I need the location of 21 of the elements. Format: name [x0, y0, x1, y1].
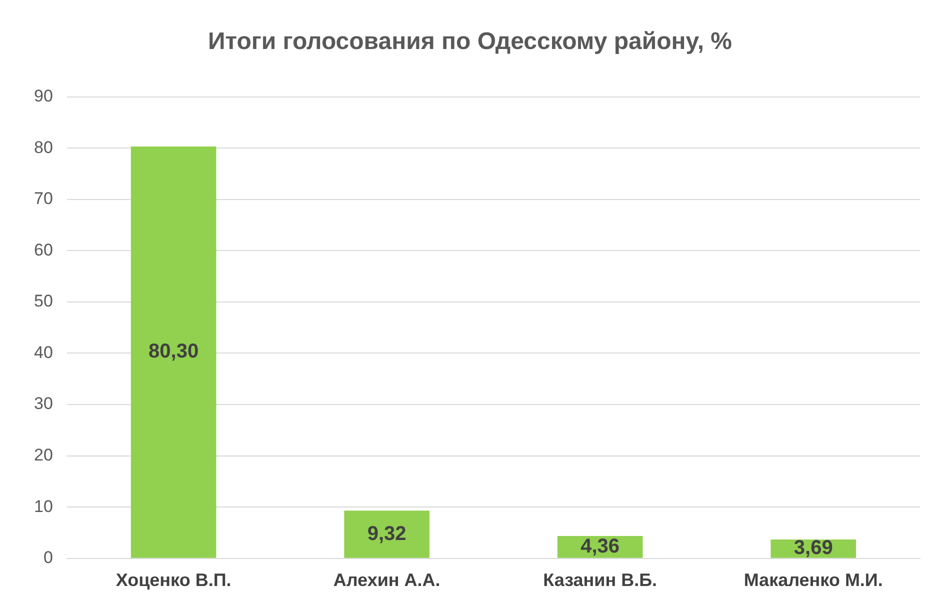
bar: [130, 146, 216, 558]
y-tick-label: 40: [34, 342, 53, 362]
data-label: 4,36: [580, 535, 620, 558]
y-tick-label: 60: [34, 240, 53, 260]
x-tick-label: Казанин В.Б.: [543, 570, 658, 590]
y-tick-label: 0: [43, 548, 53, 568]
x-tick-label: Алехин А.А.: [333, 570, 440, 590]
chart-title: Итоги голосования по Одесскому району, %: [208, 28, 732, 56]
x-tick-label: Макаленко М.И.: [744, 570, 883, 590]
x-tick-label: Хоценко В.П.: [116, 570, 232, 590]
y-tick-label: 30: [34, 394, 53, 414]
y-tick-label: 90: [34, 86, 53, 106]
y-tick-label: 70: [34, 189, 53, 208]
bar: [344, 510, 430, 558]
y-tick-label: 10: [34, 496, 53, 516]
y-tick-label: 80: [34, 138, 53, 157]
data-label: 3,69: [794, 537, 833, 560]
data-label: 80,30: [148, 340, 199, 363]
y-tick-label: 20: [34, 446, 53, 465]
y-tick-label: 50: [34, 292, 53, 311]
data-label: 9,32: [367, 522, 406, 545]
